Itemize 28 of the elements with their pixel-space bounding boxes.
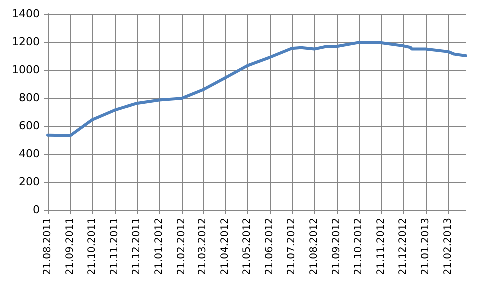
y-tick-label: 800 (19, 92, 40, 104)
x-tick-label: 21.03.2012 (198, 218, 209, 276)
y-tick-label: 600 (19, 120, 40, 132)
line-series (46, 41, 468, 138)
y-tick-label: 400 (19, 148, 40, 160)
x-tick-label: 21.04.2012 (220, 218, 232, 276)
y-tick-label: 1000 (12, 64, 40, 76)
x-tick-label: 21.08.2012 (309, 218, 320, 276)
x-tick-label: 21.02.2013 (443, 218, 454, 276)
x-tick-label: 21.12.2011 (131, 218, 142, 276)
x-tick-label: 21.12.2012 (398, 218, 409, 276)
x-tick-label: 21.10.2011 (86, 218, 98, 276)
x-tick-label: 21.06.2012 (264, 218, 276, 276)
y-tick-label: 1400 (12, 8, 40, 20)
x-tick-label: 21.07.2012 (286, 218, 298, 276)
x-tick-label: 21.10.2012 (353, 218, 364, 276)
x-tick-label: 21.09.2012 (332, 218, 343, 276)
x-tick-label: 21.08.2011 (42, 218, 54, 276)
x-tick-label: 21.02.2012 (176, 218, 188, 276)
x-tick-label: 21.11.2012 (376, 218, 388, 276)
y-tick-label: 0 (33, 204, 40, 216)
x-tick-label: 21.09.2011 (65, 218, 76, 276)
y-tick-label: 1200 (12, 36, 40, 48)
x-tick-label: 21.01.2013 (420, 218, 432, 276)
y-tick-label: 200 (19, 176, 40, 188)
x-tick-label: 21.05.2012 (242, 218, 254, 276)
x-tick-label: 21.11.2011 (109, 218, 120, 276)
x-tick-label: 21.01.2012 (154, 218, 165, 276)
